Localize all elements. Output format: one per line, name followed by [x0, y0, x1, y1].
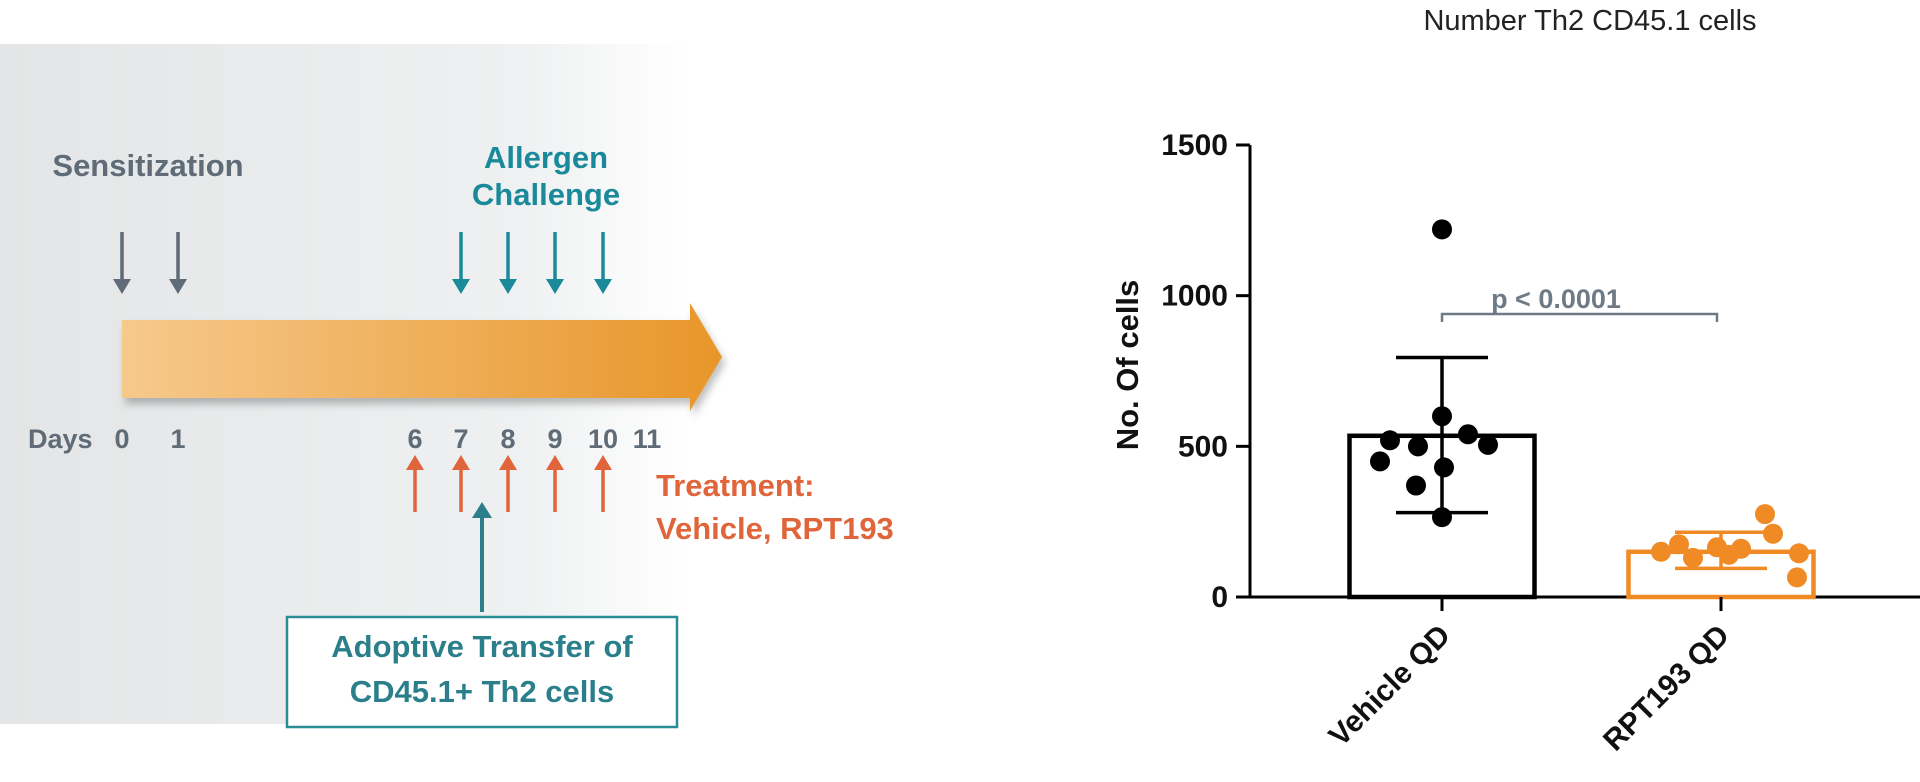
y-tick-label: 0: [1211, 581, 1228, 614]
data-points: [1370, 219, 1809, 588]
y-tick-label: 1500: [1161, 129, 1228, 162]
treatment-label-line2: Vehicle, RPT193: [656, 511, 894, 546]
data-point: [1651, 541, 1671, 562]
sensitization-label: Sensitization: [52, 148, 243, 183]
data-point: [1719, 544, 1739, 565]
challenge-arrow: [452, 232, 470, 294]
transfer-box: [285, 615, 679, 729]
y-tick-label: 1000: [1161, 280, 1228, 313]
y-tick-label: 500: [1178, 430, 1228, 463]
data-point: [1763, 523, 1783, 544]
treatment-arrow: [499, 455, 517, 512]
day-label: 9: [547, 424, 562, 454]
day-labels: 0 1 6 7 8 9 10 11: [114, 424, 661, 454]
significance-bracket: [1440, 312, 1719, 322]
data-point: [1755, 504, 1775, 525]
bars: [1347, 433, 1816, 600]
day-label: 8: [500, 424, 515, 454]
day-label: 10: [588, 424, 618, 454]
data-point: [1787, 567, 1807, 588]
data-point: [1683, 547, 1703, 568]
challenge-label-line2: Challenge: [472, 177, 620, 212]
data-point: [1370, 451, 1390, 472]
day-label: 7: [453, 424, 468, 454]
challenge-arrows: [452, 232, 612, 294]
treatment-arrow: [546, 455, 564, 512]
p-value-annotation: p < 0.0001: [1491, 284, 1621, 314]
challenge-label-line1: Allergen: [484, 140, 608, 175]
data-point: [1669, 534, 1689, 555]
treatment-arrow: [594, 455, 612, 512]
sensitization-arrow: [169, 232, 187, 294]
data-point: [1406, 475, 1426, 496]
treatment-arrow: [406, 455, 424, 512]
day-label: 6: [407, 424, 422, 454]
day-label: 11: [633, 424, 662, 454]
y-axis-label: No. Of cells: [1110, 280, 1145, 451]
timeline-panel: Sensitization Allergen Challenge Days 0 1…: [0, 44, 894, 729]
challenge-arrow: [499, 232, 517, 294]
data-point: [1432, 507, 1452, 528]
data-point: [1478, 434, 1498, 455]
y-ticks: 0 500 1000 1500: [1161, 129, 1250, 614]
bar-chart: Number Th2 CD45.1 cells No. Of cells 0 50…: [1110, 5, 1920, 757]
data-point: [1432, 219, 1452, 240]
day-label: 1: [170, 424, 185, 454]
data-point: [1789, 543, 1809, 564]
data-point: [1380, 430, 1400, 451]
data-point: [1434, 457, 1454, 478]
data-point: [1432, 406, 1452, 427]
chart-title: Number Th2 CD45.1 cells: [1423, 5, 1756, 37]
transfer-label-line2: CD45.1+ Th2 cells: [350, 674, 615, 709]
x-tick-label: Vehicle QD: [1323, 619, 1457, 753]
day-label: 0: [114, 424, 129, 454]
treatment-arrows: [406, 455, 612, 512]
x-tick-labels: Vehicle QD RPT193 QD: [1323, 597, 1736, 757]
x-tick-label: RPT193 QD: [1597, 619, 1736, 758]
treatment-arrow: [452, 455, 470, 512]
transfer-label-line1: Adoptive Transfer of: [331, 629, 633, 664]
treatment-label-line1: Treatment:: [656, 468, 814, 503]
challenge-arrow: [594, 232, 612, 294]
days-label: Days: [28, 424, 93, 454]
timeline-arrow: [122, 303, 722, 411]
sensitization-arrows: [113, 232, 187, 294]
challenge-arrow: [546, 232, 564, 294]
data-point: [1408, 436, 1428, 457]
transfer-arrow: [472, 502, 492, 612]
sensitization-arrow: [113, 232, 131, 294]
data-point: [1458, 424, 1478, 445]
